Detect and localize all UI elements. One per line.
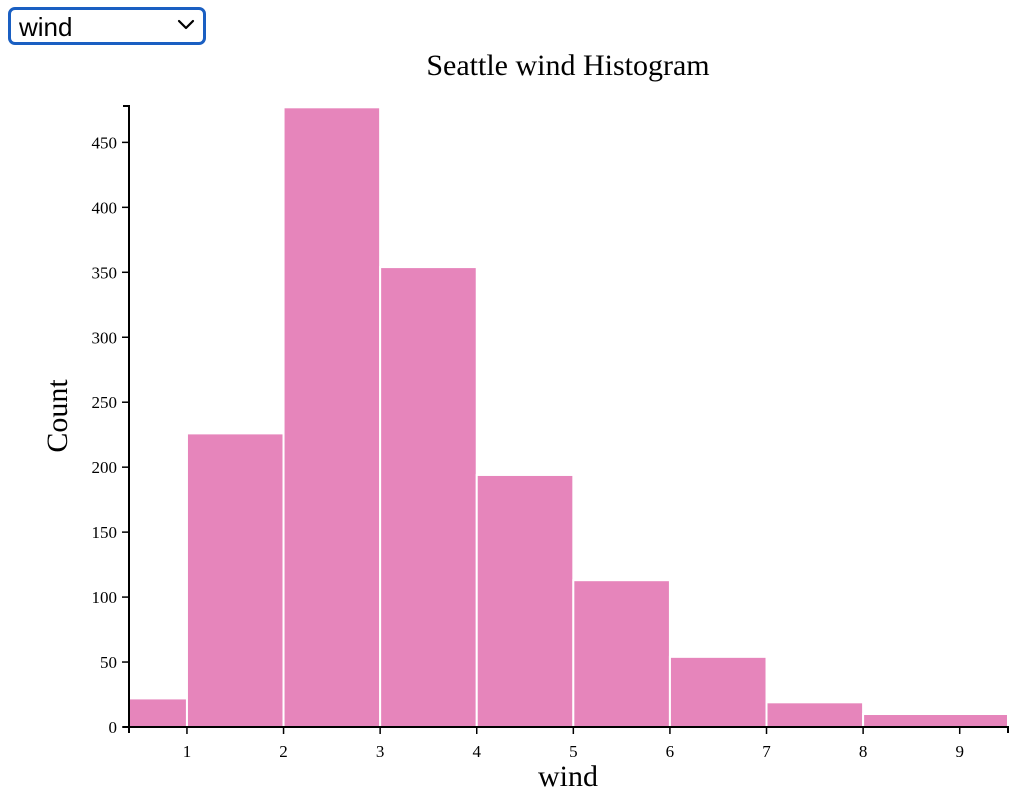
x-tick-label-1: 2 xyxy=(279,742,288,761)
histogram-bar-3 xyxy=(379,266,478,728)
y-axis-label: Count xyxy=(41,379,74,453)
y-axis: 0 50 100 150 200 250 300 350 400 450 xyxy=(92,105,130,737)
y-tick-label-2: 100 xyxy=(92,588,118,607)
variable-select-value: wind xyxy=(19,12,73,42)
y-tick-label-8: 400 xyxy=(92,198,118,217)
x-tick-label-3: 4 xyxy=(472,742,481,761)
x-tick-label-7: 8 xyxy=(859,742,868,761)
chevron-down-icon xyxy=(177,19,195,30)
variable-select[interactable]: wind xyxy=(8,7,206,45)
x-tick-label-2: 3 xyxy=(376,742,385,761)
x-tick-label-4: 5 xyxy=(569,742,578,761)
y-tick-label-7: 350 xyxy=(92,263,118,282)
x-tick-label-8: 9 xyxy=(955,742,964,761)
x-tick-label-6: 7 xyxy=(762,742,771,761)
y-axis-line xyxy=(123,105,130,728)
histogram-bar-0 xyxy=(128,697,188,728)
histogram-bar-2 xyxy=(282,106,382,729)
y-tick-label-1: 50 xyxy=(100,653,117,672)
y-tick-label-6: 300 xyxy=(92,328,118,347)
y-tick-label-0: 0 xyxy=(109,718,118,737)
y-tick-label-3: 150 xyxy=(92,523,118,542)
histogram-bar-5 xyxy=(572,579,671,729)
chart-title: Seattle wind Histogram xyxy=(426,49,709,82)
y-tick-label-9: 450 xyxy=(92,133,118,152)
x-axis-label: wind xyxy=(538,760,598,788)
y-tick-label-4: 200 xyxy=(92,458,118,477)
y-tick-label-5: 250 xyxy=(92,393,118,412)
histogram-bar-8 xyxy=(862,713,1009,728)
bars-group xyxy=(128,106,1009,729)
histogram-bar-7 xyxy=(765,701,865,729)
x-axis: 1 2 3 4 5 6 7 8 9 xyxy=(128,726,1009,761)
x-tick-label-0: 1 xyxy=(183,742,192,761)
histogram-bar-1 xyxy=(185,432,285,728)
histogram-bar-6 xyxy=(668,655,768,729)
x-tick-label-5: 6 xyxy=(666,742,675,761)
histogram-bar-4 xyxy=(475,473,575,728)
x-axis-line xyxy=(128,726,1009,733)
